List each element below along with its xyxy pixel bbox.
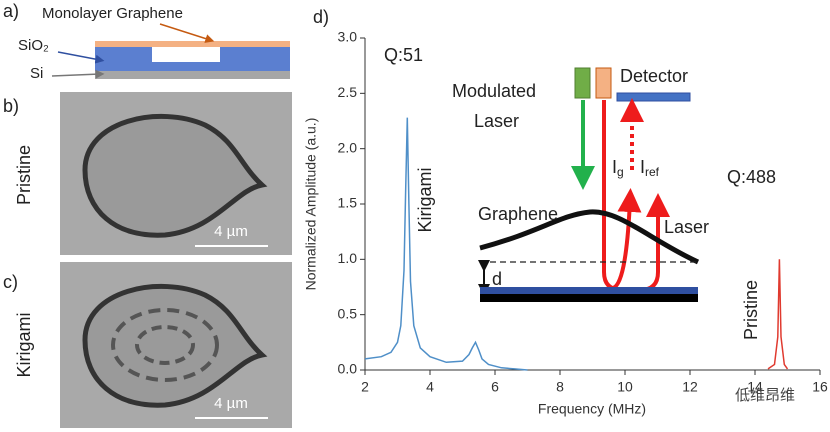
iref-sub: ref xyxy=(645,165,660,179)
y-tick-label: 2.0 xyxy=(338,139,358,155)
arrow xyxy=(57,51,105,64)
watermark: 低维昂维 xyxy=(735,387,795,404)
kirigami-cuts xyxy=(135,325,195,365)
graphene-membrane xyxy=(479,209,700,265)
annotation: Kirigami xyxy=(415,167,435,232)
membrane xyxy=(82,283,268,408)
panel-label: a) xyxy=(3,1,19,21)
y-tick-label: 2.5 xyxy=(338,84,358,100)
x-tick-label: 8 xyxy=(556,379,564,395)
series-line xyxy=(767,259,789,370)
x-tick-label: 16 xyxy=(812,379,828,395)
inset-label: Laser xyxy=(474,111,519,131)
inset-label: d xyxy=(492,269,502,289)
x-tick-label: 12 xyxy=(682,379,698,395)
substrate-oxide xyxy=(480,287,698,294)
inset-label: Detector xyxy=(620,66,688,86)
y-tick-label: 0.0 xyxy=(338,361,358,377)
cavity xyxy=(152,47,220,62)
kirigami-cuts xyxy=(111,308,219,382)
x-tick-label: 2 xyxy=(361,379,369,395)
panel-label: b) xyxy=(3,96,19,116)
substrate xyxy=(480,294,698,302)
panel-label: c) xyxy=(3,272,18,292)
inset-label: Iref xyxy=(640,157,660,179)
annotation: Q:488 xyxy=(727,167,776,187)
probe-beam xyxy=(611,188,642,290)
series-line xyxy=(364,117,528,371)
x-tick-label: 14 xyxy=(747,379,763,395)
y-axis-label: Normalized Amplitude (a.u.) xyxy=(303,118,319,291)
annotation: Pristine xyxy=(741,280,761,340)
si-layer xyxy=(95,71,290,79)
membrane xyxy=(82,113,268,238)
x-tick-label: 4 xyxy=(426,379,434,395)
sample-label: Pristine xyxy=(14,145,34,205)
reference-source xyxy=(595,67,612,99)
y-tick-label: 0.5 xyxy=(338,305,358,321)
laser-source xyxy=(574,67,591,99)
sample-label: Kirigami xyxy=(14,312,34,377)
ig-sub: g xyxy=(617,165,624,179)
x-tick-label: 6 xyxy=(491,379,499,395)
annotation: Q:51 xyxy=(384,45,423,65)
scale-label: 4 µm xyxy=(214,395,248,412)
y-tick-label: 3.0 xyxy=(338,29,358,45)
panel-label: d) xyxy=(313,7,329,27)
inset-label: Laser xyxy=(664,217,709,237)
inset-label: Ig xyxy=(612,157,624,179)
graphene-layer xyxy=(95,41,290,47)
x-tick-label: 10 xyxy=(617,379,633,395)
detector xyxy=(616,92,691,102)
si-label: Si xyxy=(30,65,43,82)
arrow xyxy=(159,23,215,43)
sio2-label: SiO₂ xyxy=(18,37,49,54)
x-axis-label: Frequency (MHz) xyxy=(538,401,646,417)
iref: I xyxy=(640,157,645,177)
inset-label: Graphene xyxy=(478,204,558,224)
arrow xyxy=(51,69,105,79)
scale-label: 4 µm xyxy=(214,223,248,240)
ig: I xyxy=(612,157,617,177)
y-tick-label: 1.5 xyxy=(338,195,358,211)
y-tick-label: 1.0 xyxy=(338,250,358,266)
graphene-label: Monolayer Graphene xyxy=(42,5,183,22)
inset-label: Modulated xyxy=(452,81,536,101)
